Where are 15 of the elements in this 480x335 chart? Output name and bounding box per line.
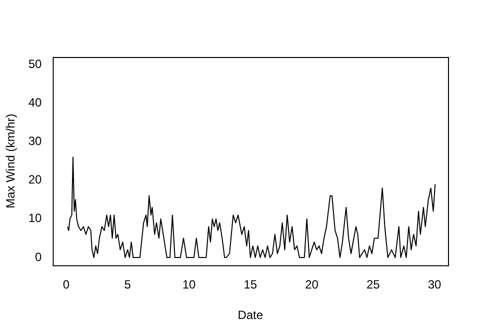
x-tick-label: 25 [366,278,380,292]
y-tick-label: 20 [28,172,42,187]
x-tick-label: 30 [428,278,442,292]
y-tick-label: 50 [28,57,42,72]
y-tick-label: 40 [28,96,42,110]
x-tick-label: 0 [62,278,70,292]
x-tick-label: 5 [124,278,132,292]
y-tick-label: 30 [28,134,42,148]
x-tick-label: 10 [182,278,196,292]
x-tick-label: 15 [244,278,258,292]
y-tick-label: 0 [35,250,42,264]
y-tick-label: 10 [28,211,42,226]
x-tick-label: 20 [305,278,319,292]
x-axis-title: Date [238,308,264,322]
y-axis-title: Max Wind (km/hr) [4,114,18,208]
